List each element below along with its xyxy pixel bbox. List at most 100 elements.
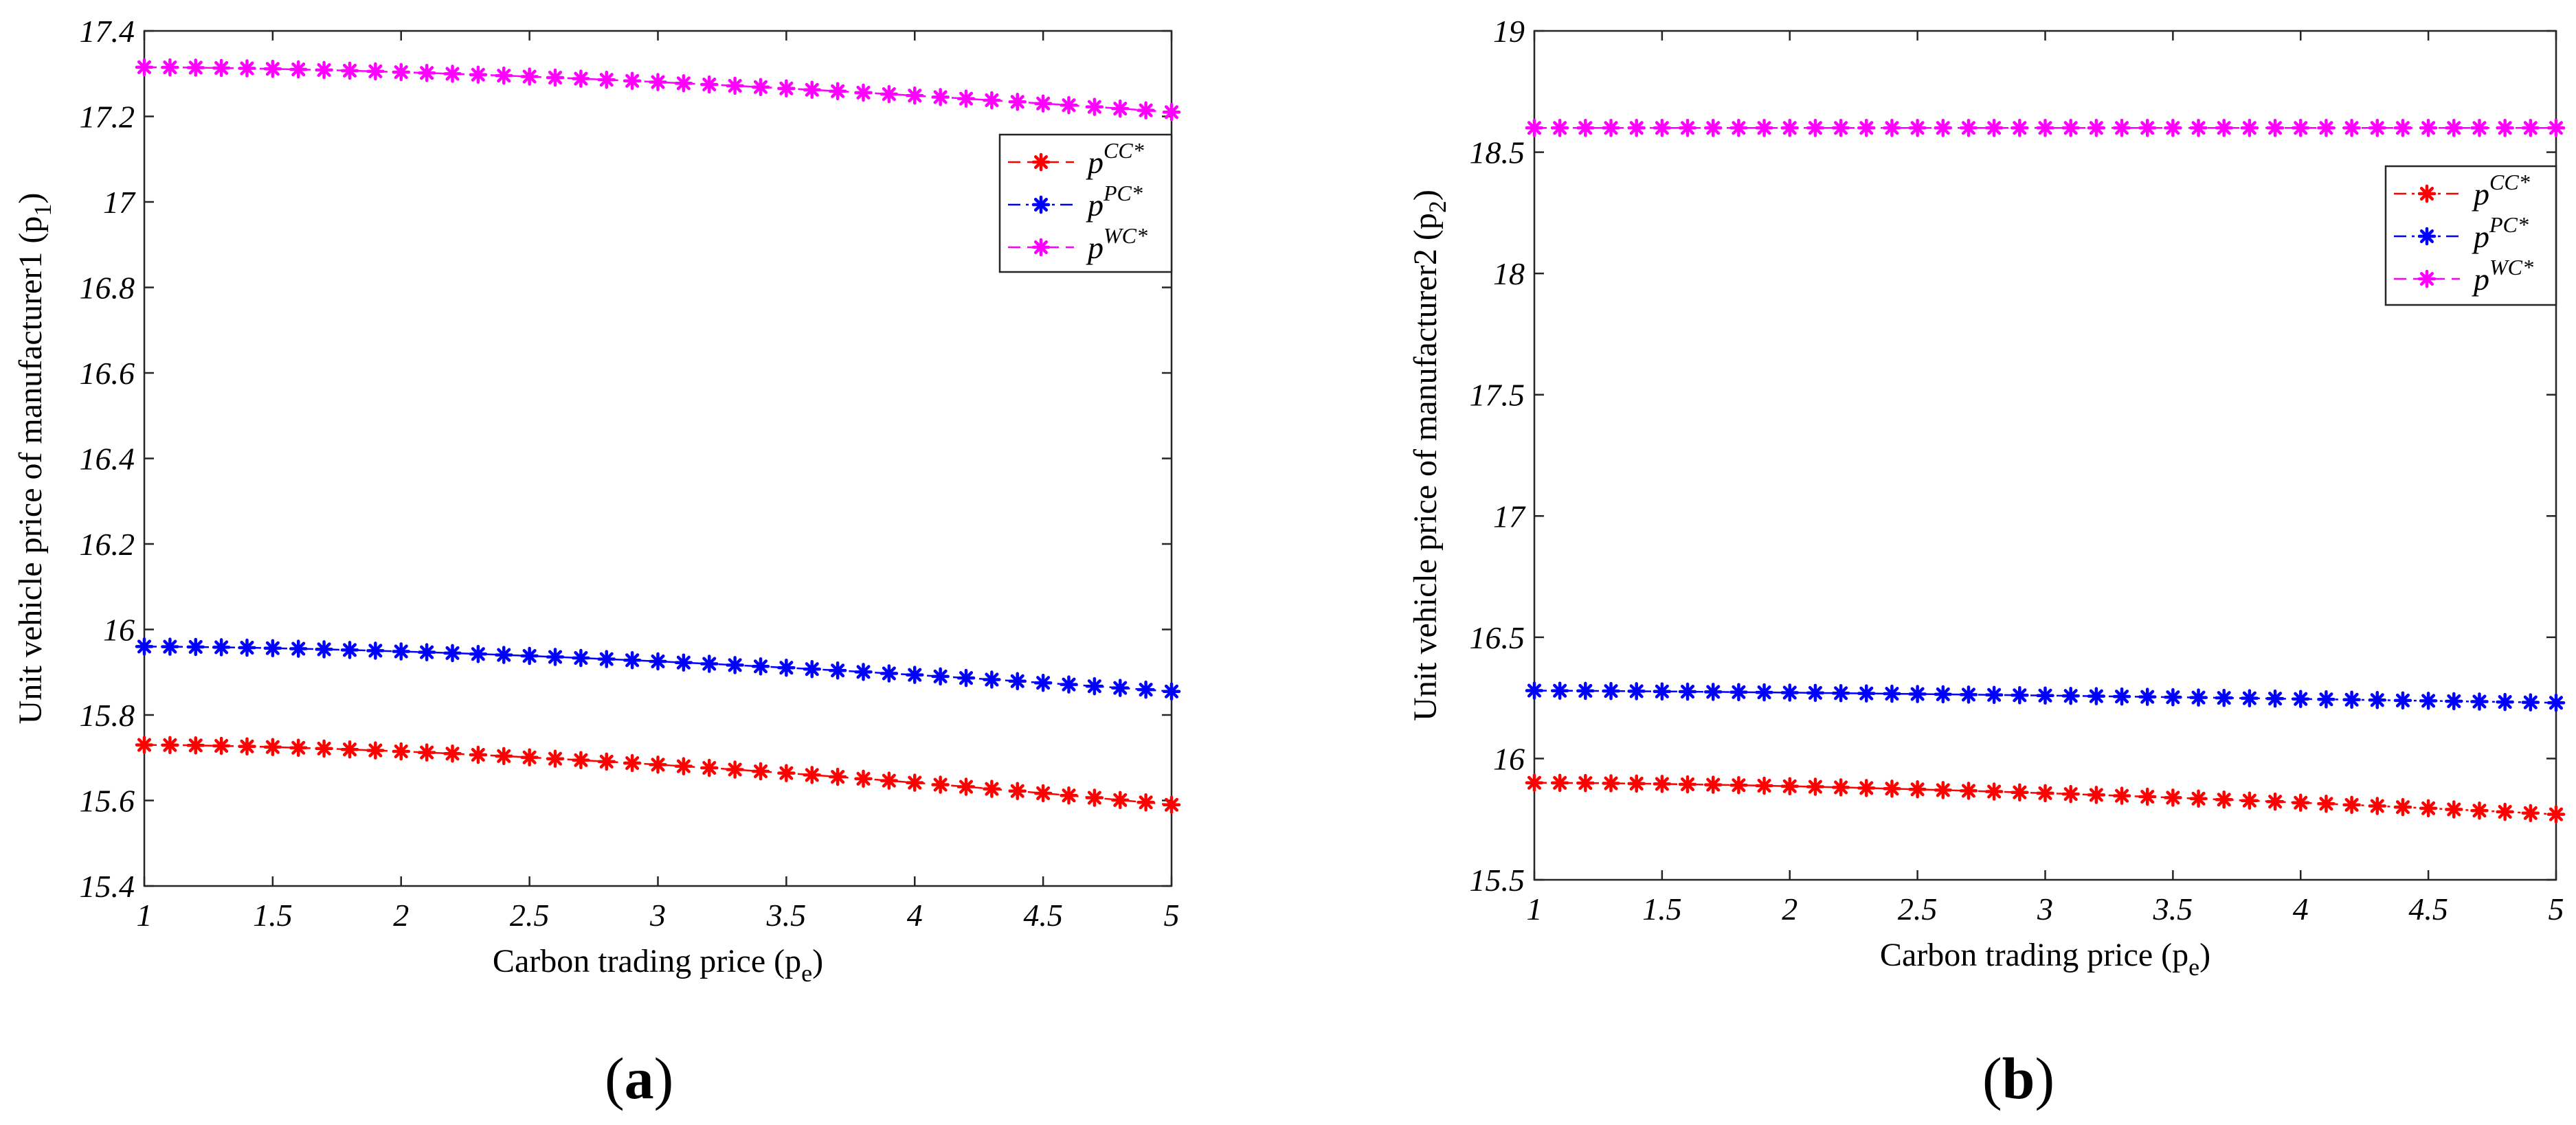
data-point — [931, 88, 950, 106]
data-point — [315, 60, 333, 80]
x-tick-label: 2.5 — [1898, 891, 1938, 927]
data-point — [726, 656, 744, 674]
data-point — [1602, 774, 1620, 793]
data-point — [1959, 119, 1978, 137]
data-point — [1729, 683, 1748, 701]
data-point — [135, 58, 154, 77]
data-point — [1550, 681, 1569, 700]
data-point — [2521, 804, 2540, 823]
y-tick-label: 16.6 — [80, 356, 135, 391]
data-point — [2189, 789, 2208, 808]
data-point — [1550, 119, 1569, 137]
data-point — [392, 642, 410, 661]
data-point — [212, 58, 231, 78]
data-point — [931, 775, 950, 794]
y-tick-label: 17.2 — [80, 100, 135, 135]
data-point — [674, 653, 693, 672]
data-point — [1831, 778, 1850, 797]
data-point — [854, 83, 873, 102]
legend-box — [998, 133, 1173, 273]
y-tick-label: 16.8 — [80, 271, 135, 306]
data-point — [906, 86, 924, 105]
series-pc — [135, 637, 1181, 701]
data-point — [1703, 683, 1723, 701]
data-point — [803, 766, 821, 784]
data-point — [649, 755, 667, 774]
data-point — [2496, 119, 2514, 137]
plot-area — [1533, 30, 2557, 881]
data-point — [2342, 795, 2361, 815]
data-point — [2368, 797, 2387, 815]
data-point — [1111, 791, 1130, 810]
data-point — [2368, 691, 2387, 709]
data-point — [649, 73, 667, 91]
legend-marker — [1031, 152, 1051, 172]
data-point — [1008, 93, 1027, 111]
x-tick-label: 5 — [2549, 891, 2564, 927]
legend-box — [2384, 165, 2557, 306]
data-point — [366, 641, 385, 660]
data-point — [2496, 692, 2514, 712]
data-point — [263, 639, 282, 657]
x-tick-label: 4 — [2293, 891, 2309, 927]
data-point — [340, 641, 359, 659]
data-point — [1934, 119, 1953, 137]
data-point — [1883, 780, 1901, 798]
data-point — [2138, 119, 2157, 137]
data-point — [1653, 119, 1672, 137]
data-point — [1678, 682, 1697, 701]
data-point — [751, 78, 770, 97]
data-point — [1780, 119, 1799, 137]
data-point — [546, 648, 565, 666]
data-point — [649, 652, 667, 671]
data-point — [623, 651, 642, 670]
data-point — [2112, 687, 2131, 706]
data-point — [1729, 119, 1748, 137]
data-point — [289, 738, 308, 758]
data-point — [1780, 777, 1799, 795]
data-point — [186, 58, 205, 77]
data-point — [2317, 690, 2336, 709]
x-tick-label: 1 — [1527, 891, 1543, 927]
data-point — [572, 69, 590, 88]
data-point — [572, 648, 590, 668]
data-point — [2215, 790, 2233, 809]
x-tick-label: 4 — [907, 898, 923, 933]
data-point — [983, 670, 1001, 689]
panel-label-a: (a) — [605, 1045, 674, 1111]
legend-label: pCC* — [2472, 170, 2530, 212]
data-point — [674, 73, 693, 93]
data-point — [2342, 690, 2361, 709]
data-point — [315, 739, 333, 758]
y-axis-label: Unit vehicle price of manufacturer1 (p1) — [12, 193, 56, 725]
y-tick-label: 18 — [1493, 256, 1525, 291]
x-tick-label: 5 — [1164, 898, 1180, 933]
data-point — [1934, 685, 1953, 704]
data-point — [212, 638, 231, 657]
data-point — [1627, 682, 1646, 701]
data-point — [828, 661, 847, 680]
data-point — [931, 667, 950, 686]
data-point — [906, 666, 924, 684]
data-point — [2445, 800, 2463, 819]
data-point — [520, 748, 539, 766]
data-point — [880, 84, 899, 104]
data-point — [1525, 773, 1544, 792]
data-point — [2265, 792, 2285, 811]
data-point — [1550, 773, 1569, 793]
data-point — [520, 646, 539, 666]
data-point — [2368, 119, 2387, 137]
x-tick-label: 3.5 — [766, 898, 807, 933]
data-point — [1136, 101, 1155, 120]
data-point — [289, 639, 308, 658]
data-point — [983, 91, 1001, 110]
data-point — [2317, 795, 2336, 813]
data-point — [1576, 119, 1595, 137]
data-point — [1703, 775, 1723, 794]
data-point — [2393, 119, 2412, 137]
data-point — [1984, 782, 2004, 801]
data-point — [2036, 119, 2054, 137]
data-point — [2546, 805, 2566, 823]
data-point — [212, 736, 231, 755]
data-point — [1857, 119, 1876, 137]
